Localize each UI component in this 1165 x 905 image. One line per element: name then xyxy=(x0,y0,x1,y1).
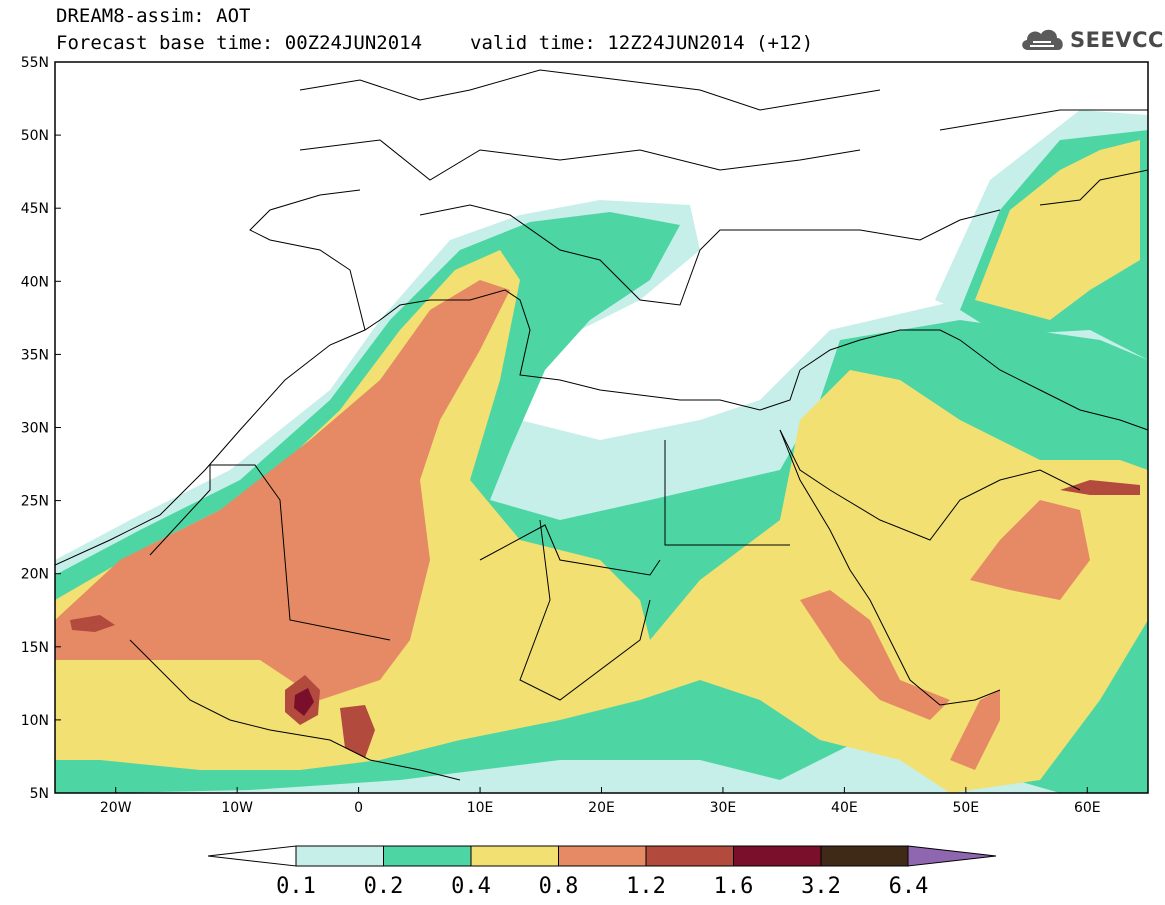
logo-text: SEEVCCC xyxy=(1070,28,1165,52)
forecast-times: Forecast base time: 00Z24JUN2014 valid ti… xyxy=(56,33,813,53)
colorbar-label: 0.1 xyxy=(276,874,316,899)
colorbar-over-triangle xyxy=(907,845,997,867)
lat-tick-label: 25N xyxy=(21,494,49,510)
longitude-ticks: 20W 10W 0 10E 20E 30E 40E 50E 60E xyxy=(100,787,1101,816)
seevccc-logo: SEEVCCC xyxy=(1018,22,1165,58)
colorbar-label: 0.4 xyxy=(451,874,491,899)
lat-tick-label: 5N xyxy=(30,786,49,802)
lon-tick-label: 20W xyxy=(100,800,132,816)
aot-band-1.2-b xyxy=(340,705,375,758)
lon-tick-label: 10E xyxy=(467,800,494,816)
colorbar-segment xyxy=(383,845,472,867)
colorbar-under-triangle xyxy=(207,845,297,867)
aot-band-0.4-east xyxy=(975,140,1140,320)
lon-tick-label: 10W xyxy=(221,800,253,816)
lat-tick-label: 50N xyxy=(21,128,49,144)
lat-tick-label: 45N xyxy=(21,201,49,217)
lat-tick-label: 10N xyxy=(21,713,49,729)
colorbar-segment xyxy=(295,845,384,867)
lon-tick-label: 50E xyxy=(952,800,979,816)
colorbar-segment xyxy=(558,845,647,867)
lat-tick-label: 35N xyxy=(21,347,49,363)
colorbar-label: 6.4 xyxy=(889,874,929,899)
aot-band-1.2-c xyxy=(1060,480,1140,495)
coastlines xyxy=(55,69,1148,781)
lat-tick-label: 15N xyxy=(21,640,49,656)
lat-tick-label: 40N xyxy=(21,274,49,290)
lon-tick-label: 40E xyxy=(831,800,858,816)
aot-band-1.2-d xyxy=(70,615,115,632)
lat-tick-label: 55N xyxy=(21,55,49,71)
colorbar-label: 1.2 xyxy=(626,874,666,899)
colorbar-label: 3.2 xyxy=(801,874,841,899)
map-title: DREAM8-assim: AOT xyxy=(56,5,251,27)
latitude-ticks: 55N 50N 45N 40N 35N 30N 25N 20N 15N 10N 5N xyxy=(21,55,61,802)
colorbar-label: 0.2 xyxy=(364,874,404,899)
lon-tick-label: 0 xyxy=(354,800,363,816)
aot-band-0.8-horn xyxy=(950,690,1000,770)
valid-time-text: valid time: 12Z24JUN2014 (+12) xyxy=(470,32,814,54)
colorbar-segment xyxy=(645,845,734,867)
colorbar: 0.1 0.2 0.4 0.8 1.2 1.6 3.2 6.4 xyxy=(207,845,997,899)
lat-tick-label: 20N xyxy=(21,567,49,583)
aot-field xyxy=(55,62,1148,793)
lon-tick-label: 60E xyxy=(1074,800,1101,816)
colorbar-segment xyxy=(470,845,559,867)
aot-band-0.8-arabia xyxy=(970,500,1090,600)
colorbar-segment xyxy=(820,845,909,867)
lon-tick-label: 30E xyxy=(710,800,737,816)
lon-tick-label: 20E xyxy=(588,800,615,816)
colorbar-label: 1.6 xyxy=(714,874,754,899)
lat-tick-label: 30N xyxy=(21,421,49,437)
aot-band-0.8-redsea xyxy=(800,590,950,720)
colorbar-label: 0.8 xyxy=(539,874,579,899)
cloud-icon xyxy=(1022,29,1063,50)
base-time-text: Forecast base time: 00Z24JUN2014 xyxy=(56,32,423,54)
colorbar-segment xyxy=(733,845,822,867)
aot-band-0.8 xyxy=(55,280,510,700)
aot-band-1.6 xyxy=(294,688,314,716)
